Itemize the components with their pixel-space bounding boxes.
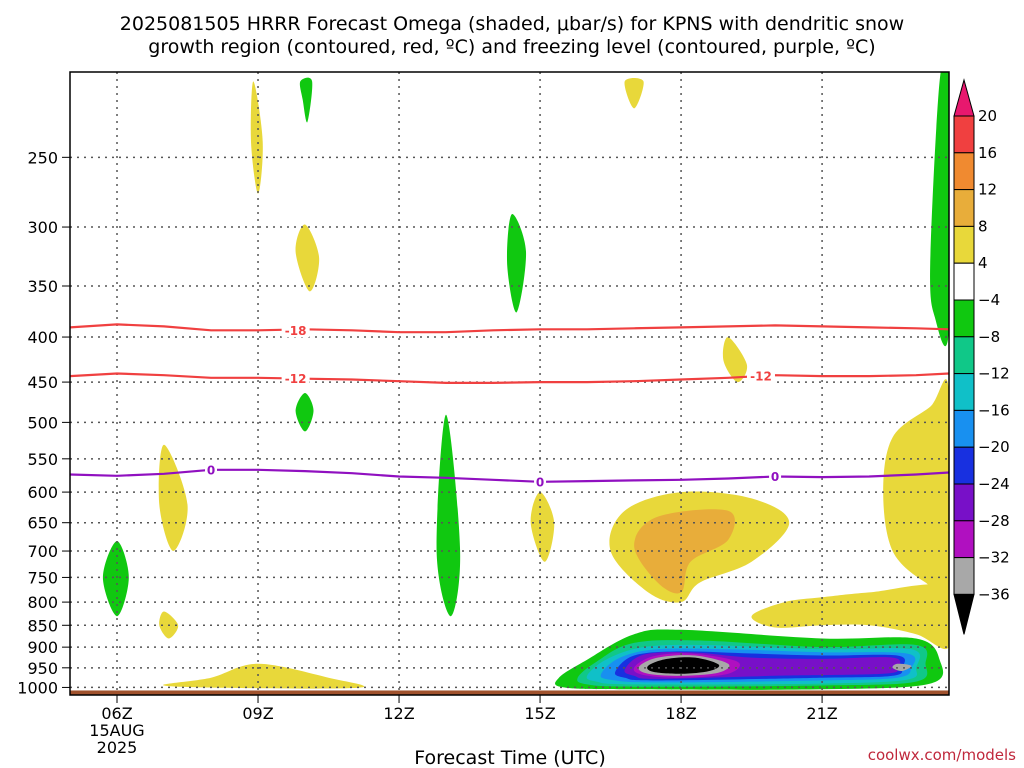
contour-label-1: -12 — [285, 372, 307, 386]
colorbar-label-1: 16 — [978, 144, 997, 162]
colorbar-segment-10 — [953, 446, 975, 485]
colorbar-label-2: 12 — [978, 181, 997, 199]
x-tick-label-09Z: 09Z — [242, 704, 273, 723]
contour-label-bg-2 — [746, 369, 775, 384]
y-tick-label-950: 950 — [27, 659, 58, 678]
omega-region-5 — [930, 72, 949, 347]
x-tick-label-15Z: 15Z — [524, 704, 555, 723]
chart-title-line2: growth region (contoured, red, ºC) and f… — [148, 36, 875, 58]
omega-region-26 — [647, 657, 720, 674]
contour-label-0: -18 — [285, 324, 307, 338]
omega-region-15 — [751, 584, 949, 649]
colorbar-label-7: −12 — [978, 365, 1010, 383]
colorbar-label-5: −4 — [978, 291, 1000, 309]
y-tick-label-500: 500 — [27, 413, 58, 432]
omega-region-1 — [299, 77, 313, 123]
colorbar-label-4: 4 — [978, 254, 988, 272]
ground-level-bar — [70, 690, 949, 695]
contour-label-bg-1 — [281, 371, 310, 386]
colorbar-label-10: −24 — [978, 475, 1010, 493]
contour-0 — [70, 468, 949, 483]
y-tick-label-300: 300 — [27, 218, 58, 237]
y-tick-label-550: 550 — [27, 450, 58, 469]
colorbar-label-11: −28 — [978, 512, 1010, 530]
omega-region-9 — [158, 444, 188, 551]
contour--12 — [70, 372, 949, 384]
colorbar-bottom-arrow — [953, 593, 975, 635]
x-tick-label-06Z: 06Z — [101, 704, 132, 723]
omega-region-17 — [634, 509, 735, 594]
colorbar-segment-9 — [953, 409, 975, 448]
y-tick-label-700: 700 — [27, 542, 58, 561]
x-tick-date: 15AUG — [89, 721, 144, 740]
colorbar-segment-13 — [953, 557, 975, 595]
omega-region-4 — [506, 213, 527, 313]
colorbar: 20 16 12 8 4 −4 −8 −12 −16 −20 −24 −28 −32 −36 — [953, 78, 1010, 635]
temperature-contours: -18 -12 -12 0 0 0 — [70, 323, 949, 489]
colorbar-label-0: 20 — [978, 107, 997, 125]
omega-region-6 — [250, 81, 263, 194]
y-tick-label-350: 350 — [27, 277, 58, 296]
contour--18 — [70, 323, 949, 334]
y-tick-label-1000: 1000 — [17, 678, 58, 697]
contour-label-2: -12 — [750, 370, 772, 384]
colorbar-segment-6 — [953, 299, 975, 338]
colorbar-segment-12 — [953, 520, 975, 559]
omega-region-16 — [883, 379, 949, 602]
contour-label-5: 0 — [771, 470, 779, 484]
colorbar-segment-8 — [953, 373, 975, 411]
colorbar-segment-11 — [953, 483, 975, 522]
omega-region-11 — [530, 492, 555, 562]
y-tick-label-800: 800 — [27, 593, 58, 612]
contour-label-bg-4 — [534, 474, 547, 489]
omega-region-0 — [102, 541, 129, 617]
y-tick-label-250: 250 — [27, 148, 58, 167]
y-tick-label-600: 600 — [27, 483, 58, 502]
omega-region-27 — [892, 663, 912, 672]
credit-text: coolwx.com/models — [868, 746, 1016, 764]
y-tick-label-900: 900 — [27, 638, 58, 657]
chart-title-line1: 2025081505 HRRR Forecast Omega (shaded, … — [120, 13, 904, 35]
contour-label-3: 0 — [207, 463, 215, 477]
colorbar-top-arrow — [953, 78, 975, 117]
grid-lines — [70, 72, 949, 695]
y-tick-label-850: 850 — [27, 616, 58, 635]
contour-label-bg-3 — [205, 462, 218, 477]
colorbar-label-9: −20 — [978, 438, 1010, 456]
x-tick-label-12Z: 12Z — [383, 704, 414, 723]
x-axis-label: Forecast Time (UTC) — [414, 747, 605, 768]
omega-region-8 — [624, 78, 644, 109]
plot-frame — [69, 71, 950, 696]
omega-region-13 — [162, 663, 365, 689]
colorbar-segment-5 — [953, 262, 975, 301]
omega-region-3 — [436, 414, 461, 617]
x-tick-year: 2025 — [97, 738, 138, 757]
omega-region-7 — [295, 224, 320, 292]
y-tick-label-400: 400 — [27, 328, 58, 347]
y-tick-label-750: 750 — [27, 568, 58, 587]
colorbar-label-3: 8 — [978, 217, 988, 235]
y-tick-label-450: 450 — [27, 373, 58, 392]
colorbar-label-6: −8 — [978, 328, 1000, 346]
omega-shading — [102, 72, 949, 690]
colorbar-label-12: −32 — [978, 549, 1010, 567]
colorbar-segment-1 — [953, 115, 975, 154]
contour-label-4: 0 — [536, 475, 544, 489]
colorbar-segment-2 — [953, 152, 975, 191]
colorbar-segment-3 — [953, 189, 975, 227]
omega-region-12 — [722, 337, 748, 383]
colorbar-label-13: −36 — [978, 585, 1010, 603]
contour-label-bg-5 — [769, 469, 782, 484]
x-tick-label-21Z: 21Z — [806, 704, 837, 723]
contour-label-bg-0 — [281, 323, 310, 338]
colorbar-segment-4 — [953, 225, 975, 264]
colorbar-label-8: −16 — [978, 401, 1010, 419]
y-tick-label-650: 650 — [27, 514, 58, 533]
y-axis-ticks: 250 300 350 400 450 500 550 600 650 700 750 800 850 9… — [17, 148, 70, 697]
x-tick-label-18Z: 18Z — [665, 704, 696, 723]
colorbar-segment-7 — [953, 336, 975, 375]
